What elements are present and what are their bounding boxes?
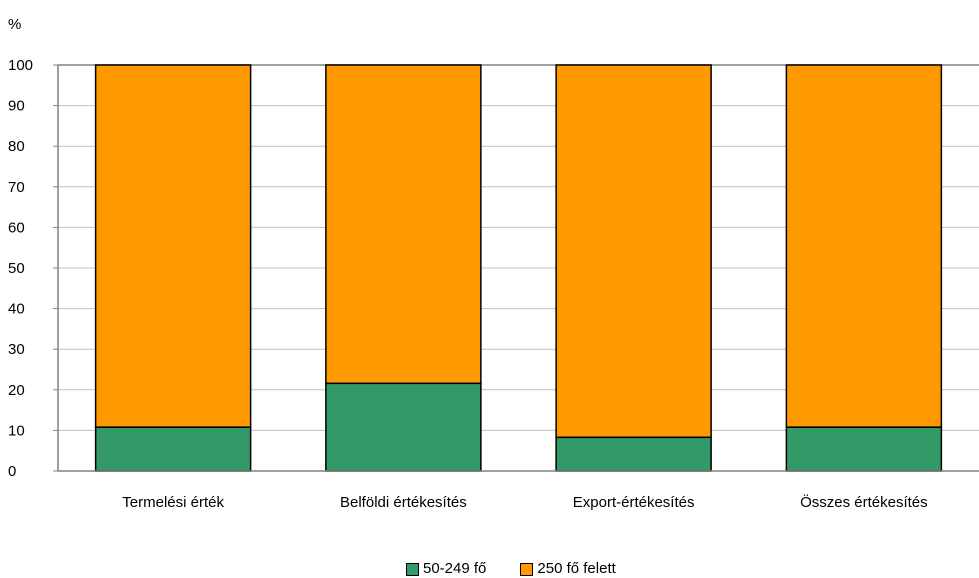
- y-tick-label: 60: [8, 219, 25, 236]
- bar-segment: [94, 64, 252, 428]
- legend-swatch-1: [406, 562, 419, 576]
- y-tick-label: 80: [8, 138, 25, 155]
- stacked-bar-chart: % 0 10 20 30 40 50 60 70 80 90 100 Termelési érték…: [8, 16, 979, 511]
- y-axis-ticks: 0 10 20 30 40 50 60 70 80 90 100: [8, 57, 58, 480]
- y-tick-label: 100: [8, 57, 33, 74]
- y-unit-label: %: [8, 16, 21, 33]
- bars: [94, 64, 943, 472]
- y-tick-label: 20: [8, 382, 25, 399]
- bar-segment: [785, 426, 943, 472]
- bar-segment: [785, 64, 943, 428]
- y-tick-label: 0: [8, 463, 16, 480]
- x-axis-labels: Termelési érték Belföldi értékesítés Expor…: [122, 493, 927, 511]
- x-tick-label: Összes értékesítés: [800, 493, 928, 511]
- y-tick-label: 30: [8, 341, 25, 358]
- y-tick-label: 90: [8, 98, 25, 115]
- legend: 50-249 fő 250 fő felett: [406, 561, 616, 577]
- bar-segment: [325, 382, 482, 472]
- y-tick-label: 10: [8, 422, 25, 439]
- x-tick-label: Termelési érték: [122, 494, 224, 511]
- bar-segment: [325, 64, 482, 385]
- legend-item-2: 250 fő felett: [520, 560, 616, 577]
- bar-segment: [555, 436, 712, 472]
- y-tick-label: 40: [8, 301, 25, 318]
- y-tick-label: 70: [8, 179, 25, 196]
- bar-segment: [94, 426, 252, 472]
- legend-item-1: 50-249 fő: [406, 561, 486, 577]
- x-tick-label: Belföldi értékesítés: [340, 494, 467, 511]
- legend-label-2: 250 fő felett: [537, 560, 616, 577]
- legend-label-1: 50-249 fő: [423, 560, 487, 577]
- x-tick-label: Export-értékesítés: [573, 494, 695, 511]
- bar-segment: [555, 64, 712, 439]
- legend-swatch-2: [520, 562, 534, 576]
- y-tick-label: 50: [8, 260, 25, 277]
